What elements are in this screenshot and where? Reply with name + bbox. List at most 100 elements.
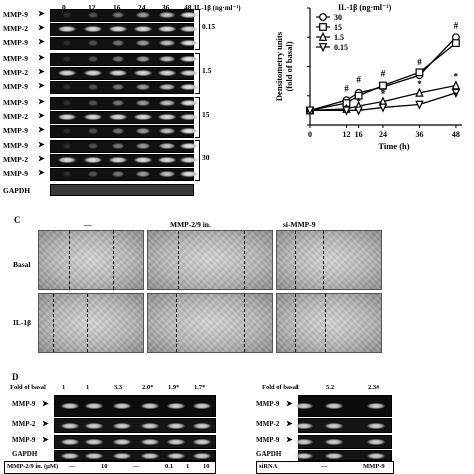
time-label: 24 — [138, 3, 146, 12]
x-tick-label: 12 — [342, 130, 350, 139]
arrow-icon: ➤ — [38, 23, 45, 32]
blot-band — [167, 422, 185, 429]
significance-mark: # — [344, 83, 349, 93]
series-line — [309, 84, 457, 112]
panel-d-letter: D — [12, 372, 19, 382]
fold-value: 1.7* — [194, 384, 206, 391]
arrow-icon: ➤ — [42, 418, 49, 428]
blot-band — [88, 171, 98, 177]
blot-band — [295, 452, 313, 459]
time-label: 12 — [88, 3, 96, 12]
blot-band — [63, 100, 71, 106]
series-line — [309, 36, 457, 112]
arrow-icon: ➤ — [38, 97, 45, 106]
blot-band — [88, 143, 98, 149]
blot-band — [85, 422, 103, 429]
blot-band — [136, 12, 150, 18]
blot-band — [295, 439, 313, 445]
blot-band — [63, 128, 71, 134]
blot-band — [180, 128, 198, 134]
legend-marker — [319, 13, 327, 21]
treatment-label-right: siRNA — [259, 463, 278, 470]
fold-value: 1 — [62, 384, 66, 391]
blot-band — [180, 26, 198, 32]
data-point — [415, 100, 424, 110]
arrow-icon: ➤ — [38, 154, 45, 163]
blot-band — [325, 403, 343, 409]
bracket — [195, 140, 200, 181]
x-axis-label: Time (h) — [378, 141, 409, 151]
blot-row-label: MMP-9 — [3, 126, 28, 135]
blot-band — [58, 70, 76, 76]
blot-band — [180, 171, 198, 177]
blot-band — [180, 157, 198, 163]
blot-band — [158, 70, 176, 76]
blot-band — [63, 84, 71, 90]
blot-band — [193, 439, 211, 445]
blot-row-label: MMP-9 — [3, 82, 28, 91]
legend-title: IL-1β (ng·ml⁻¹) — [338, 3, 392, 12]
significance-mark: * — [417, 79, 422, 89]
time-label: 16 — [113, 3, 121, 12]
significance-mark: # — [356, 75, 361, 85]
blot-band — [88, 56, 98, 62]
blot-band — [159, 171, 175, 177]
blot-band — [180, 84, 198, 90]
blot-band — [367, 439, 385, 445]
data-point — [379, 81, 387, 90]
blot-band — [180, 70, 198, 76]
arrow-icon: ➤ — [38, 140, 45, 149]
data-point — [342, 106, 351, 116]
fold-value: 5.2 — [326, 384, 335, 391]
series-line — [310, 92, 457, 112]
blot-band — [63, 143, 71, 149]
blot-row-label: MMP-9 — [3, 10, 28, 19]
blot-row-label: MMP-9 — [12, 436, 36, 444]
blot-band — [180, 40, 198, 46]
blot-band — [109, 26, 127, 32]
treatment-table-right: siRNA — MMP-9 — [256, 461, 394, 474]
blot-band — [159, 143, 175, 149]
legend-marker — [318, 31, 328, 41]
blot-row-label: MMP-2 — [3, 155, 28, 164]
blot-band — [134, 114, 152, 120]
y-axis-label: (fold of basal) — [284, 41, 294, 91]
blot-band — [367, 452, 385, 459]
blot-band — [113, 439, 131, 445]
treatment-value: — — [133, 463, 140, 470]
blot-band — [88, 100, 98, 106]
blot-band — [295, 422, 313, 429]
blot-band — [193, 422, 211, 429]
blot-band — [109, 157, 127, 163]
data-point — [378, 103, 388, 113]
x-tick-label: 24 — [379, 130, 387, 139]
col-label-inhibitor: MMP-2/9 in. — [170, 220, 211, 229]
row-label-basal: Basal — [13, 260, 31, 269]
blot-row-label: MMP-2 — [12, 419, 36, 428]
blot-strip — [54, 450, 216, 461]
fold-value: 1.9* — [168, 384, 180, 391]
il1b-units-label: IL-1β (ng·ml⁻¹) — [194, 4, 241, 12]
blot-row-label: MMP-2 — [256, 419, 280, 428]
significance-mark: * — [356, 97, 361, 107]
arrow-icon: ➤ — [42, 399, 49, 408]
blot-row-label: MMP-2 — [3, 24, 28, 33]
fold-value: 1 — [86, 384, 90, 391]
blot-band — [136, 100, 150, 106]
arrow-icon: ➤ — [38, 81, 45, 90]
arrow-icon: ➤ — [286, 435, 293, 444]
blot-band — [112, 128, 124, 134]
x-tick-label: 16 — [355, 130, 363, 139]
concentration-label: 0.15 — [202, 22, 216, 31]
data-point — [305, 106, 315, 116]
blot-band — [325, 452, 343, 459]
blot-band — [112, 40, 124, 46]
data-point — [452, 39, 460, 47]
blot-band — [158, 157, 176, 163]
blot-band — [159, 12, 175, 18]
legend-entry: 0.15 — [334, 43, 348, 52]
blot-strip — [50, 67, 198, 80]
significance-mark: * — [381, 89, 386, 99]
blot-strip — [50, 37, 198, 50]
data-point — [415, 68, 424, 77]
